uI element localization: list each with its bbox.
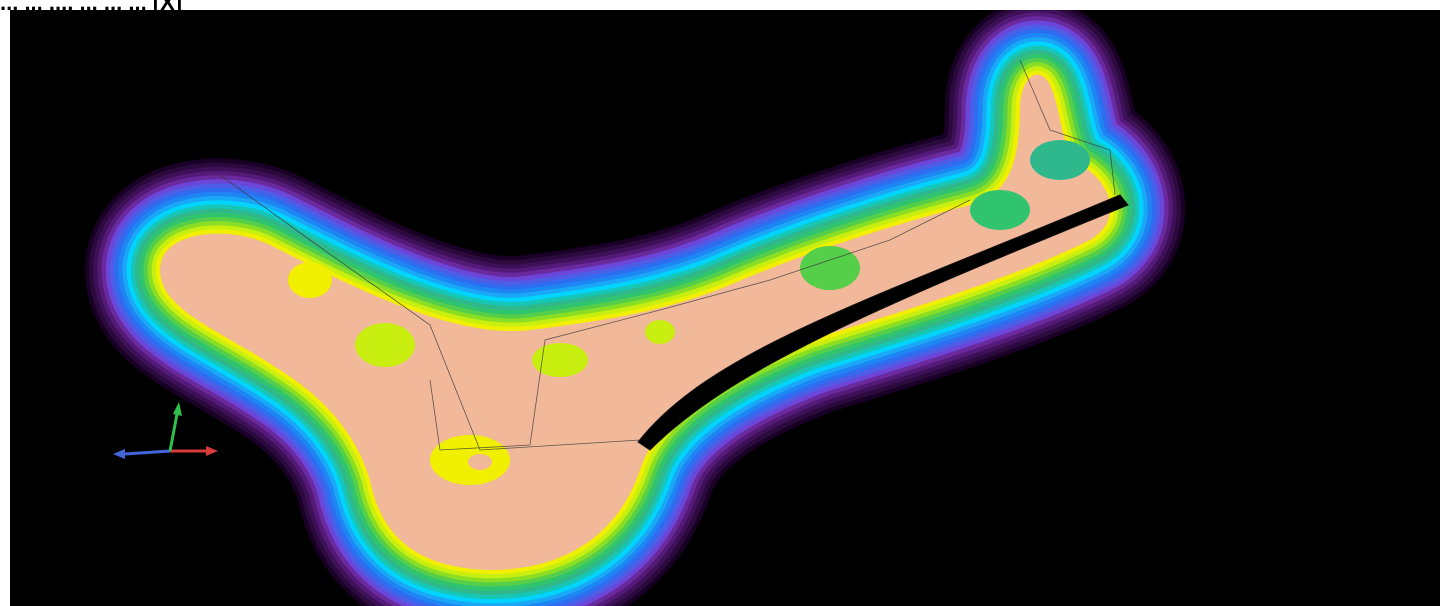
axis-gizmo[interactable] bbox=[113, 402, 218, 459]
contour-peak bbox=[532, 343, 588, 377]
axis-z-arrow bbox=[124, 449, 171, 456]
contour-peak bbox=[645, 320, 675, 344]
axis-x-head bbox=[206, 446, 218, 456]
contour-peak bbox=[970, 190, 1030, 230]
contour-peak bbox=[1030, 140, 1090, 180]
boundary-edge-shadow bbox=[637, 194, 1129, 451]
contour-peak bbox=[288, 262, 332, 298]
3d-viewport[interactable] bbox=[10, 10, 1440, 606]
axis-y-head bbox=[173, 402, 182, 416]
contour-plot[interactable] bbox=[10, 10, 1440, 606]
contour-peak bbox=[800, 246, 860, 290]
axis-z-head bbox=[113, 449, 125, 459]
contour-peak bbox=[355, 323, 415, 367]
axis-y-arrow bbox=[168, 413, 179, 452]
contour-layers bbox=[160, 75, 1110, 570]
contour-peak bbox=[468, 454, 492, 470]
viewport-caption: ... ... ..., ... ... ... [X] bbox=[0, 0, 1440, 10]
mesh-edges bbox=[219, 59, 1116, 451]
